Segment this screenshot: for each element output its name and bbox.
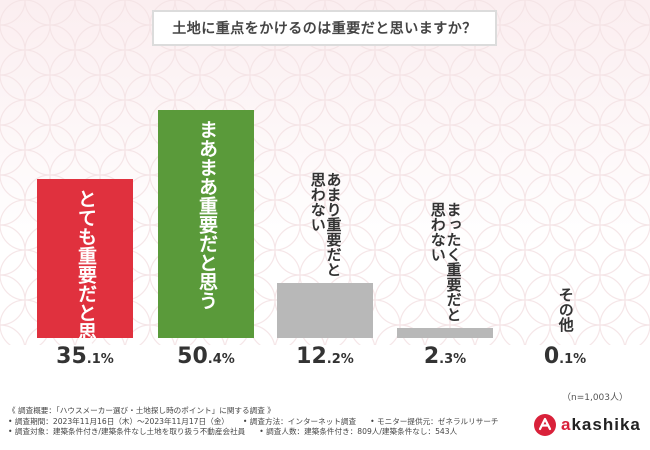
bar-label-1: とても重要だと思う bbox=[74, 189, 97, 360]
logo-prefix: a bbox=[561, 415, 572, 434]
value-decimal: .1% bbox=[86, 352, 114, 367]
sample-size-note: （n=1,003人） bbox=[561, 393, 628, 403]
value-integer: 35 bbox=[56, 344, 87, 369]
survey-method: • 調査方法：インターネット調査 bbox=[242, 416, 357, 426]
chart-title: 土地に重点をかけるのは重要だと思いますか？ bbox=[172, 21, 477, 37]
value-integer: 2 bbox=[423, 344, 440, 369]
bar-4 bbox=[397, 328, 493, 338]
logo-wordmark: kashika bbox=[571, 415, 641, 434]
survey-overview: 《 調査概要：「ハウスメーカー選び・土地探し時のポイント」に関する調査 》 bbox=[8, 406, 275, 415]
survey-period: • 調査期間：2023年11月16日（木）〜2023年11月17日（金） bbox=[8, 416, 229, 426]
survey-count: • 調査人数：建築条件付き：809人/建築条件なし：543人 bbox=[259, 427, 458, 436]
survey-row-3: • 調査対象：建築条件付き/建築条件なし土地を取り扱う不動産会社員 • 調査人数：… bbox=[8, 427, 528, 438]
bar-3 bbox=[277, 283, 373, 338]
bar-label-5: その他 bbox=[556, 287, 575, 332]
value-integer: 12 bbox=[296, 344, 327, 369]
survey-footer: 《 調査概要：「ハウスメーカー選び・土地探し時のポイント」に関する調査 》 • … bbox=[8, 406, 528, 438]
value-label-4: 2.3% bbox=[385, 344, 505, 369]
bar-label-2: まあまあ重要だと思う bbox=[195, 120, 218, 310]
chart-title-box: 土地に重点をかけるのは重要だと思いますか？ bbox=[152, 10, 497, 46]
value-decimal: .2% bbox=[326, 352, 354, 367]
value-integer: 50 bbox=[177, 344, 208, 369]
value-label-2: 50.4% bbox=[146, 344, 266, 369]
logo-text: akashika bbox=[561, 415, 641, 435]
akashika-logo: akashika bbox=[533, 413, 641, 437]
value-decimal: .1% bbox=[559, 352, 587, 367]
bar-1 bbox=[37, 179, 133, 338]
value-label-5: 0.1% bbox=[505, 344, 625, 369]
value-integer: 0 bbox=[543, 344, 560, 369]
akashika-logo-icon bbox=[534, 414, 556, 436]
value-label-1: 35.1% bbox=[25, 344, 145, 369]
survey-target: • 調査対象：建築条件付き/建築条件なし土地を取り扱う不動産会社員 bbox=[8, 427, 246, 436]
value-decimal: .3% bbox=[439, 352, 467, 367]
bar-2 bbox=[158, 110, 254, 338]
survey-row-2: • 調査期間：2023年11月16日（木）〜2023年11月17日（金） • 調査… bbox=[8, 417, 528, 428]
value-decimal: .4% bbox=[207, 352, 235, 367]
value-label-3: 12.2% bbox=[265, 344, 385, 369]
bar-label-4: まったく重要だと 思わない bbox=[428, 202, 463, 322]
survey-monitor: • モニター提供元：ゼネラルリサーチ bbox=[370, 416, 499, 426]
bar-label-3: あまり重要だと 思わない bbox=[308, 172, 343, 277]
